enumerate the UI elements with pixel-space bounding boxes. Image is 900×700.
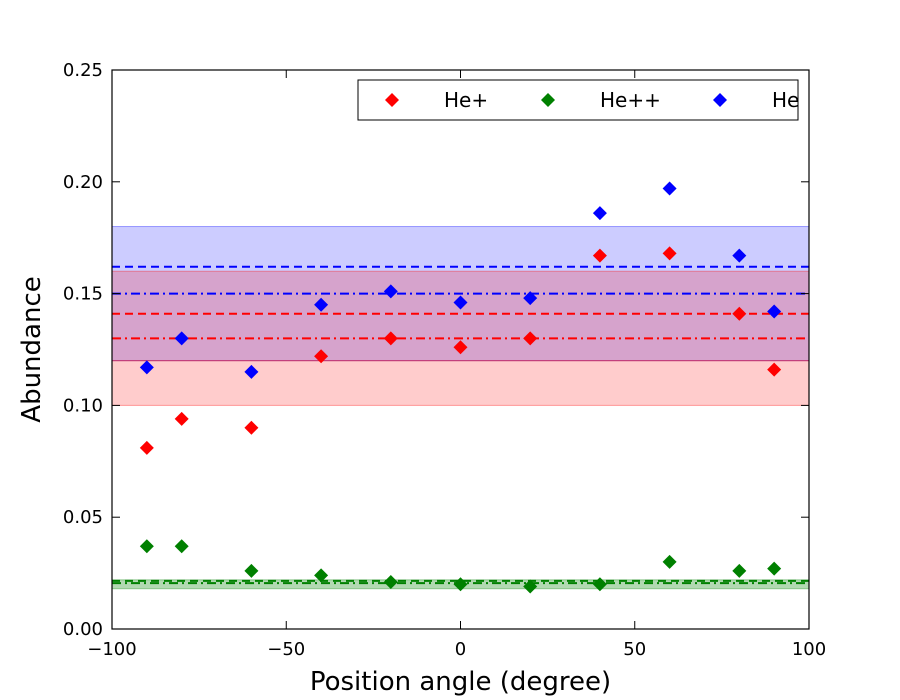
point-hep-5 bbox=[453, 340, 468, 355]
point-he-9 bbox=[732, 248, 747, 263]
point-hep-3 bbox=[314, 349, 329, 364]
point-hepp-2 bbox=[244, 563, 259, 578]
point-he-4 bbox=[383, 284, 398, 299]
point-hep-4 bbox=[383, 331, 398, 346]
point-he-7 bbox=[592, 206, 607, 221]
point-he-2 bbox=[244, 364, 259, 379]
point-hepp-5 bbox=[453, 577, 468, 592]
y-tick-label: 0.10 bbox=[63, 395, 103, 416]
point-hepp-4 bbox=[383, 575, 398, 590]
x-axis-label: Position angle (degree) bbox=[310, 667, 611, 697]
y-axis-ticks: 0.00 0.05 0.10 0.15 0.20 0.25 bbox=[63, 60, 809, 640]
point-hepp-8 bbox=[662, 554, 677, 569]
legend-marker-hep bbox=[385, 93, 399, 107]
x-tick-label: 100 bbox=[792, 639, 826, 660]
point-hep-7 bbox=[592, 248, 607, 263]
point-hepp-6 bbox=[523, 579, 538, 594]
point-hepp-3 bbox=[314, 568, 329, 583]
legend-box bbox=[357, 79, 799, 121]
point-hep-2 bbox=[244, 420, 259, 435]
point-hep-10 bbox=[767, 362, 782, 377]
point-hep-9 bbox=[732, 306, 747, 321]
point-hepp-1 bbox=[174, 539, 189, 554]
data-points bbox=[139, 181, 782, 594]
legend-label-he: He bbox=[772, 88, 799, 112]
point-hepp-10 bbox=[767, 561, 782, 576]
x-axis-ticks: −100 −50 0 50 100 bbox=[87, 70, 826, 660]
point-he-0 bbox=[139, 360, 154, 375]
point-he-5 bbox=[453, 295, 468, 310]
point-hep-8 bbox=[662, 246, 677, 261]
x-tick-label: −50 bbox=[267, 639, 305, 660]
point-hep-0 bbox=[139, 440, 154, 455]
legend-marker-he bbox=[713, 93, 727, 107]
band-hep-0 bbox=[111, 360, 810, 406]
point-he-1 bbox=[174, 331, 189, 346]
y-tick-label: 0.15 bbox=[63, 284, 103, 305]
point-hepp-9 bbox=[732, 563, 747, 578]
point-hepp-7 bbox=[592, 577, 607, 592]
y-axis-label: Abundance bbox=[17, 276, 47, 422]
y-tick-label: 0.25 bbox=[63, 60, 103, 81]
x-tick-label: 50 bbox=[623, 639, 646, 660]
point-hep-6 bbox=[523, 331, 538, 346]
legend-label-hepp: He++ bbox=[600, 88, 661, 112]
y-tick-label: 0.00 bbox=[63, 619, 103, 640]
y-tick-label: 0.05 bbox=[63, 507, 103, 528]
point-hepp-0 bbox=[139, 539, 154, 554]
point-he-8 bbox=[662, 181, 677, 196]
uncertainty-bands bbox=[111, 226, 810, 590]
legend-label-hep: He+ bbox=[444, 88, 488, 112]
x-tick-label: −100 bbox=[87, 639, 136, 660]
point-he-6 bbox=[523, 291, 538, 306]
point-he-3 bbox=[314, 297, 329, 312]
y-tick-label: 0.20 bbox=[63, 172, 103, 193]
x-tick-label: 0 bbox=[455, 639, 466, 660]
point-he-10 bbox=[767, 304, 782, 319]
point-hep-1 bbox=[174, 411, 189, 426]
legend: He+ He++ He bbox=[357, 79, 799, 121]
legend-marker-hepp bbox=[541, 93, 555, 107]
